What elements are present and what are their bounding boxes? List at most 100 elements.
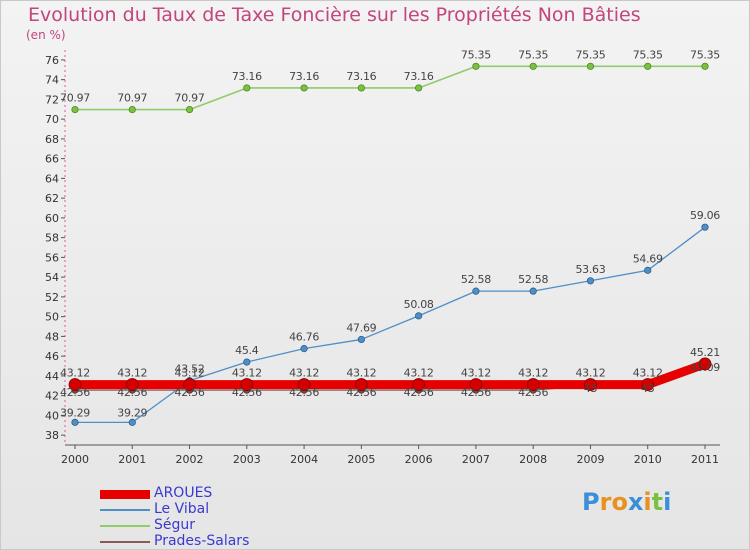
y-tick-label: 48 bbox=[45, 330, 59, 343]
data-label-le-vibal: 54.69 bbox=[633, 252, 663, 265]
data-label-s-gur: 73.16 bbox=[232, 70, 262, 83]
y-tick-label: 64 bbox=[45, 172, 59, 185]
x-tick-label: 2011 bbox=[691, 453, 719, 466]
x-tick-label: 2003 bbox=[233, 453, 261, 466]
y-tick-label: 38 bbox=[45, 429, 59, 442]
data-point-le-vibal bbox=[300, 345, 308, 353]
x-tick-label: 2007 bbox=[462, 453, 490, 466]
y-tick-label: 62 bbox=[45, 192, 59, 205]
data-point-aroues bbox=[526, 378, 540, 391]
y-tick-label: 72 bbox=[45, 93, 59, 106]
data-point-aroues bbox=[698, 357, 712, 371]
y-tick-label: 70 bbox=[45, 113, 59, 126]
series-layer bbox=[68, 62, 712, 426]
data-point-s-gur bbox=[586, 62, 595, 70]
data-label-le-vibal: 39.29 bbox=[117, 406, 147, 419]
legend-item-aroues: AROUES bbox=[100, 485, 320, 502]
data-point-s-gur bbox=[243, 84, 251, 92]
data-label-le-vibal: 50.08 bbox=[404, 298, 434, 311]
data-point-aroues bbox=[68, 378, 82, 391]
data-label-aroues: 43.12 bbox=[404, 367, 434, 380]
data-point-s-gur bbox=[71, 105, 79, 114]
data-point-aroues bbox=[297, 378, 311, 391]
data-point-le-vibal bbox=[644, 266, 652, 274]
data-label-le-vibal: 39.29 bbox=[60, 406, 90, 419]
data-label-prades-salars: 42.56 bbox=[232, 386, 262, 399]
legend-item-le-vibal: Le Vibal bbox=[100, 501, 320, 518]
legend-swatch bbox=[100, 509, 150, 511]
series-line-le-vibal bbox=[74, 226, 706, 424]
legend-swatch bbox=[100, 489, 150, 499]
data-point-s-gur bbox=[300, 84, 308, 92]
data-label-s-gur: 70.97 bbox=[175, 92, 205, 105]
data-label-prades-salars: 42.56 bbox=[346, 386, 376, 399]
data-labels: 70.97 70.97 70.97 73.16 73.16 73.16 73.16 75.35… bbox=[60, 48, 721, 419]
data-label-prades-salars: 42.56 bbox=[60, 386, 90, 399]
y-tick-label: 46 bbox=[45, 350, 59, 363]
data-point-s-gur bbox=[529, 62, 537, 70]
legend-swatch bbox=[100, 541, 150, 543]
y-tick-label: 52 bbox=[45, 291, 59, 304]
data-label-aroues: 43.12 bbox=[60, 367, 90, 380]
data-label-aroues: 43.12 bbox=[346, 367, 376, 380]
data-point-aroues bbox=[641, 378, 655, 391]
y-tick-label: 66 bbox=[45, 153, 59, 166]
x-tick-label: 2006 bbox=[405, 453, 433, 466]
y-tick-label: 68 bbox=[45, 133, 59, 146]
data-label-s-gur: 75.35 bbox=[461, 48, 491, 61]
data-point-le-vibal bbox=[71, 418, 79, 426]
data-point-le-vibal bbox=[128, 418, 136, 426]
x-tick-label: 2000 bbox=[61, 453, 89, 466]
data-point-s-gur bbox=[472, 62, 480, 70]
data-point-s-gur bbox=[185, 105, 194, 114]
legend-item-s-gur: Ségur bbox=[100, 517, 320, 534]
data-label-aroues: 43.12 bbox=[461, 367, 491, 380]
y-tick-label: 50 bbox=[45, 311, 59, 324]
y-tick-label: 74 bbox=[45, 74, 59, 87]
y-tick-label: 42 bbox=[45, 390, 59, 403]
series-line-aroues bbox=[70, 359, 710, 390]
x-tick-label: 2004 bbox=[290, 453, 318, 466]
data-label-s-gur: 70.97 bbox=[117, 92, 147, 105]
data-label-prades-salars: 42.56 bbox=[117, 386, 147, 399]
data-point-aroues bbox=[412, 378, 426, 391]
x-tick-label: 2010 bbox=[634, 453, 662, 466]
data-label-s-gur: 73.16 bbox=[404, 70, 434, 83]
data-label-prades-salars: 43 bbox=[641, 382, 655, 395]
data-label-le-vibal: 46.76 bbox=[289, 331, 319, 344]
data-point-aroues bbox=[354, 378, 368, 391]
legend-label: AROUES bbox=[154, 485, 213, 501]
data-label-le-vibal: 45.4 bbox=[235, 344, 259, 357]
data-label-s-gur: 75.35 bbox=[633, 48, 663, 61]
data-point-le-vibal bbox=[415, 312, 423, 320]
data-label-s-gur: 73.16 bbox=[289, 70, 319, 83]
series-line-s-gur bbox=[74, 65, 706, 111]
legend-label: Le Vibal bbox=[154, 501, 210, 517]
data-label-s-gur: 75.35 bbox=[575, 48, 605, 61]
legend-label: Prades-Salars bbox=[154, 533, 250, 549]
y-tick-label: 44 bbox=[45, 370, 59, 383]
y-tick-label: 40 bbox=[45, 409, 59, 422]
data-point-le-vibal bbox=[243, 358, 251, 366]
data-point-aroues bbox=[584, 378, 597, 391]
unit-label: (en %) bbox=[26, 28, 66, 42]
data-point-le-vibal bbox=[357, 335, 365, 344]
data-label-aroues: 43.12 bbox=[232, 367, 262, 380]
data-label-aroues: 43.12 bbox=[117, 367, 147, 380]
data-label-le-vibal: 43.52 bbox=[175, 363, 205, 376]
data-label-le-vibal: 52.58 bbox=[518, 273, 548, 286]
data-label-le-vibal: 52.58 bbox=[461, 273, 491, 286]
data-point-s-gur bbox=[128, 105, 136, 114]
legend-label: Ségur bbox=[154, 517, 196, 533]
data-point-aroues bbox=[240, 378, 254, 391]
data-label-prades-salars: 42.56 bbox=[175, 386, 205, 399]
data-label-s-gur: 75.35 bbox=[690, 48, 720, 61]
data-point-s-gur bbox=[415, 84, 423, 92]
data-point-aroues bbox=[183, 378, 196, 391]
data-label-s-gur: 70.97 bbox=[60, 92, 90, 105]
data-label-prades-salars: 42.56 bbox=[518, 386, 548, 399]
data-point-aroues bbox=[469, 378, 483, 391]
data-label-prades-salars: 45.09 bbox=[690, 361, 720, 374]
data-label-aroues: 43.12 bbox=[518, 367, 548, 380]
